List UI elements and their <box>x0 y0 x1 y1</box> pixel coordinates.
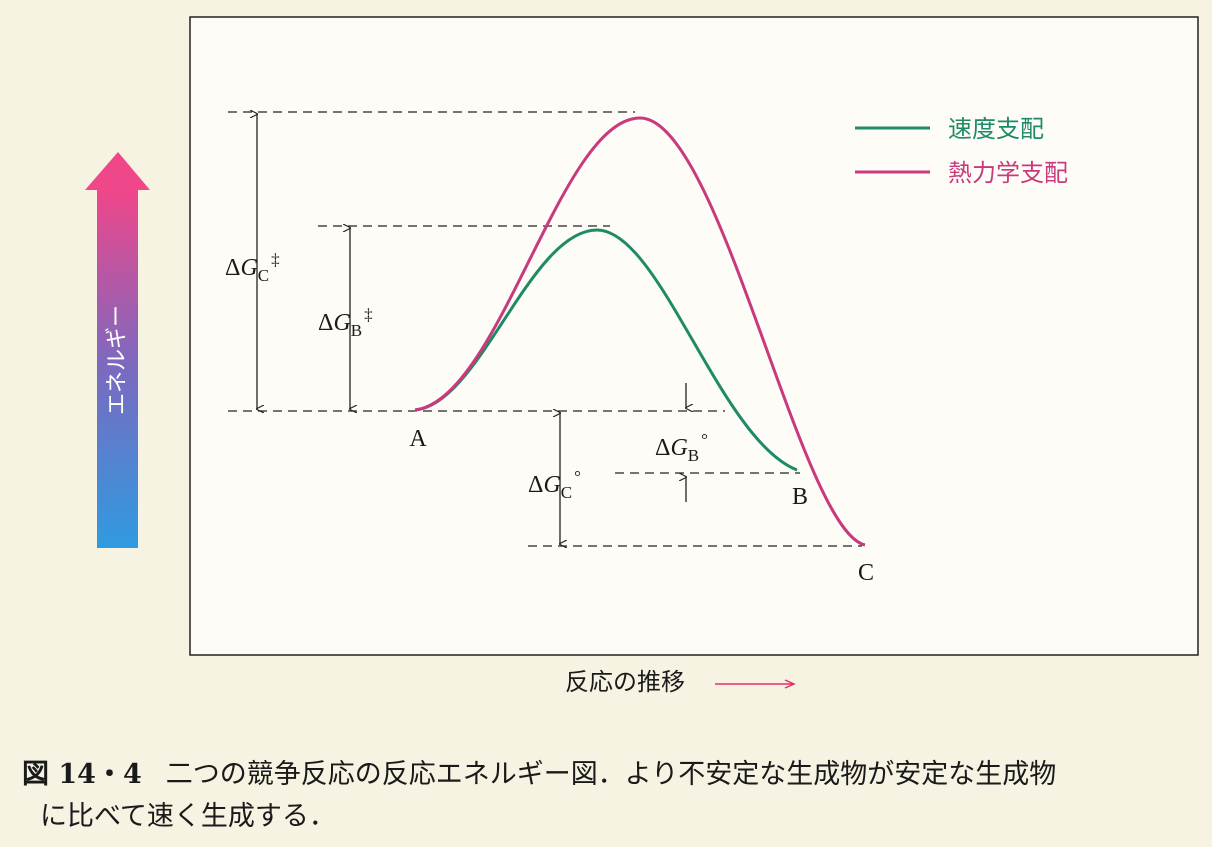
delta-subscript: B <box>688 446 699 465</box>
delta-subscript: C <box>258 266 269 285</box>
delta-label: ΔGB° <box>655 430 708 465</box>
delta-label: ΔGC° <box>528 467 581 502</box>
x-axis-arrow-head <box>784 679 796 689</box>
thermo-curve <box>414 116 866 547</box>
delta-superscript: ‡ <box>271 250 280 269</box>
delta-variable: G <box>240 255 257 281</box>
legend-label: 速度支配 <box>948 115 1044 143</box>
delta-superscript: ° <box>701 430 708 449</box>
point-label: A <box>409 426 427 452</box>
caption-line: 図 14・4 二つの競争反応の反応エネルギー図．より不安定な生成物が安定な生成物 <box>22 759 1056 790</box>
energy-arrow-head <box>85 152 150 190</box>
delta-variable: G <box>670 435 687 461</box>
delta-labels: ΔGC‡ΔGB‡ΔGB°ΔGC° <box>225 250 708 502</box>
kinetic-curve <box>414 228 798 472</box>
delta-symbol: Δ <box>318 310 333 336</box>
frame <box>189 16 1199 656</box>
delta-variable: G <box>333 310 350 336</box>
energy-label: エネルギー <box>105 305 130 415</box>
delta-superscript: ° <box>574 467 581 486</box>
legend-label: 熱力学支配 <box>948 159 1068 187</box>
delta-superscript: ‡ <box>364 305 373 324</box>
caption-number: 図 14・4 <box>22 759 142 790</box>
delta-subscript: C <box>561 483 572 502</box>
caption-text: 二つの競争反応の反応エネルギー図．より不安定な生成物が安定な生成物 <box>166 759 1056 790</box>
delta-label: ΔGB‡ <box>318 305 373 340</box>
delta-subscript: B <box>351 321 362 340</box>
delta-symbol: Δ <box>655 435 670 461</box>
delta-label: ΔGC‡ <box>225 250 280 285</box>
point-label: B <box>792 484 808 510</box>
delta-symbol: Δ <box>225 255 240 281</box>
caption-line: に比べて速く生成する． <box>40 801 336 832</box>
point-label: C <box>858 560 874 586</box>
x-axis-label: 反応の推移 <box>565 668 685 696</box>
delta-symbol: Δ <box>528 472 543 498</box>
delta-variable: G <box>543 472 560 498</box>
energy-arrow <box>97 190 138 548</box>
